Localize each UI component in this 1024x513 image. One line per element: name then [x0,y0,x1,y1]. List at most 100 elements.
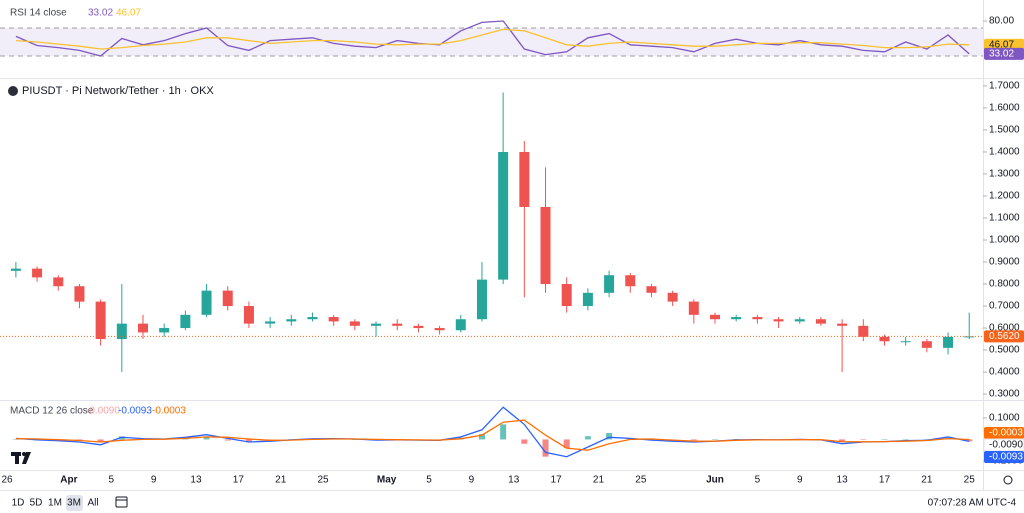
timeframe-button[interactable]: All [87,498,98,509]
histogram-bar [966,439,973,442]
active-timeframe-bg [66,495,83,511]
x-tick-label: 25 [635,475,647,486]
histogram-bar [881,439,888,440]
candle-body [625,275,636,287]
x-tick-label: 21 [921,475,933,486]
y-tick-label: 1.6000 [989,103,1020,114]
rsi-header-value: 33.02 [88,8,113,19]
y-tick-label: 1.7000 [989,81,1020,92]
x-tick-label: 26 [1,475,13,486]
candle-body [243,306,254,324]
macd-title: MACD 12 26 close [10,406,94,417]
y-tick-label: 0.5000 [989,345,1020,356]
candle-body [561,284,572,307]
last-price-label: 0.5620 [989,331,1020,342]
axis-value-box [984,427,1024,439]
candle-body [180,314,191,329]
candle-body [519,151,530,207]
candle-body [307,317,318,320]
x-tick-label: 9 [151,475,157,486]
histogram-bar [563,439,570,449]
series-line [15,28,970,50]
histogram-bar [97,439,104,443]
timeframe-button[interactable]: 5D [30,498,43,509]
rsi-title: RSI 14 close [10,8,67,19]
plot-area [0,20,983,57]
candle-body [773,319,784,322]
candle-body [53,277,64,287]
x-tick-label: 17 [233,475,245,486]
rsi-header-value: 46.07 [116,8,141,19]
histogram-bar [902,439,909,440]
settings-icon[interactable] [1003,475,1013,485]
y-tick-label: 0.9000 [989,257,1020,268]
candle-body [688,301,699,315]
x-tick-label: 25 [318,475,330,486]
x-tick-label: 21 [593,475,605,486]
candle-body [265,321,276,324]
x-tick-label: 13 [837,475,849,486]
histogram-bar [351,439,358,440]
candle-body [710,314,721,320]
axis-value-label: -0.0003 [989,428,1023,439]
y-tick-label: 0.3000 [989,389,1020,400]
histogram-bar [521,439,528,444]
candle-body [900,341,911,343]
candle-body [32,268,43,278]
candle-body [837,323,848,326]
y-tick-label: 1.0000 [989,235,1020,246]
y-tick-label: 80.00 [989,16,1014,27]
histogram-bar [542,439,549,457]
x-tick-label: 9 [469,475,475,486]
timeframe-button[interactable]: 1D [12,498,25,509]
macd-header-value: -0.0093 [118,406,152,417]
candle-body [392,323,403,326]
macd-header-value: -0.0090 [86,406,120,417]
y-tick-label: 0.8000 [989,279,1020,290]
axis-value-label: 33.02 [989,49,1014,60]
histogram-bar [478,434,485,440]
candle-body [667,292,678,302]
candle-body [371,323,382,326]
histogram-bar [923,439,930,440]
symbol-icon [8,86,18,96]
histogram-bar [245,439,252,443]
axis-value-box [984,38,1024,51]
y-tick-label: 1.3000 [989,169,1020,180]
x-tick-label: 17 [551,475,563,486]
x-tick-label: 21 [275,475,287,486]
candle-body [201,290,212,315]
x-tick-label: 13 [190,475,202,486]
candle-body [286,319,297,322]
calendar-icon[interactable] [115,496,128,508]
clock: 07:07:28 AM UTC-4 [928,498,1017,509]
candle-body [328,317,339,322]
candle-body [434,328,445,331]
candle-body [159,328,170,333]
y-tick-label: 0.7000 [989,301,1020,312]
x-tick-label: 13 [508,475,520,486]
axis-value-box [984,47,1024,60]
x-tick-label: 25 [964,475,976,486]
price-title: PIUSDT · Pi Network/Tether · 1h · OKX [22,85,214,97]
axis-value-box [984,451,1024,463]
candle-body [646,286,657,293]
histogram-bar [203,437,210,440]
axis-value-label: -0.0090 [989,440,1023,451]
histogram-bar [860,439,867,440]
timeframe-button[interactable]: 1M [48,498,62,509]
last-price-box [984,330,1024,343]
timeframe-button[interactable]: 3M [67,498,81,509]
candle-body [858,325,869,337]
candle-body [498,151,509,280]
candle-body [74,286,85,302]
candle-body [476,279,487,320]
histogram-bar [12,439,19,440]
macd-header-value: -0.0003 [152,406,186,417]
candle-body [10,268,21,271]
candle-body [752,317,763,320]
x-tick-label: 5 [426,475,432,486]
histogram-bar [584,436,591,440]
